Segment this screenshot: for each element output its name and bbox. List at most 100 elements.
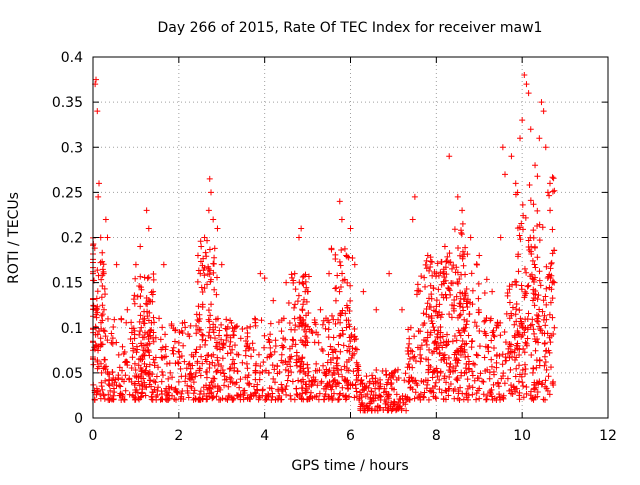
data-point	[324, 380, 331, 387]
data-point	[407, 384, 414, 391]
data-point	[106, 382, 113, 389]
data-point	[488, 356, 495, 363]
data-point	[417, 288, 424, 295]
data-point	[194, 358, 201, 365]
data-point	[451, 297, 458, 304]
data-point	[127, 336, 134, 343]
data-point	[242, 338, 249, 345]
data-point	[178, 353, 185, 360]
data-point	[197, 258, 204, 265]
data-point	[205, 307, 212, 314]
data-point	[474, 387, 481, 394]
data-point	[119, 343, 126, 350]
data-point	[151, 359, 158, 366]
data-point	[398, 405, 405, 412]
data-point	[291, 304, 298, 311]
data-point	[475, 295, 482, 302]
data-point	[194, 252, 201, 259]
data-point	[490, 381, 497, 388]
data-point	[547, 364, 554, 371]
data-point	[457, 311, 464, 318]
data-point	[218, 321, 225, 328]
data-point	[441, 243, 448, 250]
data-point	[351, 326, 358, 333]
data-point	[434, 331, 441, 338]
data-point	[344, 279, 351, 286]
data-point	[137, 328, 144, 335]
data-point	[473, 351, 480, 358]
data-point	[444, 331, 451, 338]
data-point	[344, 382, 351, 389]
data-point	[289, 378, 296, 385]
data-point	[252, 316, 259, 323]
data-point	[431, 327, 438, 334]
data-point	[144, 331, 151, 338]
data-point	[431, 368, 438, 375]
data-point	[99, 311, 106, 318]
data-point	[354, 361, 361, 368]
data-point	[191, 387, 198, 394]
data-point	[278, 328, 285, 335]
data-point	[361, 383, 368, 390]
data-point	[422, 377, 429, 384]
data-point	[155, 364, 162, 371]
data-point	[336, 258, 343, 265]
data-point	[372, 395, 379, 402]
data-point	[388, 399, 395, 406]
data-point	[333, 383, 340, 390]
data-point	[403, 407, 410, 414]
data-point	[352, 335, 359, 342]
data-point	[168, 384, 175, 391]
data-point	[426, 303, 433, 310]
data-point	[167, 369, 174, 376]
data-point	[542, 377, 549, 384]
data-point	[129, 354, 136, 361]
data-point	[433, 303, 440, 310]
data-point	[477, 370, 484, 377]
data-point	[515, 378, 522, 385]
data-point	[436, 301, 443, 308]
data-point	[535, 380, 542, 387]
data-point	[242, 374, 249, 381]
data-point	[426, 346, 433, 353]
data-point	[436, 309, 443, 316]
data-point	[152, 379, 159, 386]
data-point	[462, 354, 469, 361]
data-point	[429, 349, 436, 356]
data-point	[417, 358, 424, 365]
data-point	[420, 310, 427, 317]
data-point	[309, 378, 316, 385]
data-point	[328, 245, 335, 252]
data-point	[457, 351, 464, 358]
data-point	[331, 376, 338, 383]
data-point	[149, 389, 156, 396]
data-point	[414, 344, 421, 351]
data-point	[517, 135, 524, 142]
data-point	[428, 317, 435, 324]
data-point	[145, 347, 152, 354]
data-point	[383, 371, 390, 378]
data-point	[145, 225, 152, 232]
data-point	[232, 324, 239, 331]
data-point	[548, 259, 555, 266]
data-point	[535, 292, 542, 299]
data-point	[100, 306, 107, 313]
data-point	[502, 171, 508, 178]
data-point	[279, 384, 286, 391]
data-point	[549, 188, 556, 195]
data-point	[179, 387, 186, 394]
data-point	[252, 376, 259, 383]
data-point	[278, 351, 285, 358]
data-point	[188, 383, 195, 390]
data-point	[524, 283, 531, 290]
data-point	[169, 374, 176, 381]
data-point	[188, 371, 195, 378]
data-point	[150, 338, 157, 345]
data-point	[149, 396, 156, 403]
data-point	[126, 391, 133, 398]
data-point	[148, 393, 155, 400]
data-point	[121, 349, 128, 356]
data-point	[347, 338, 354, 345]
data-point	[534, 223, 541, 230]
data-point	[453, 337, 460, 344]
